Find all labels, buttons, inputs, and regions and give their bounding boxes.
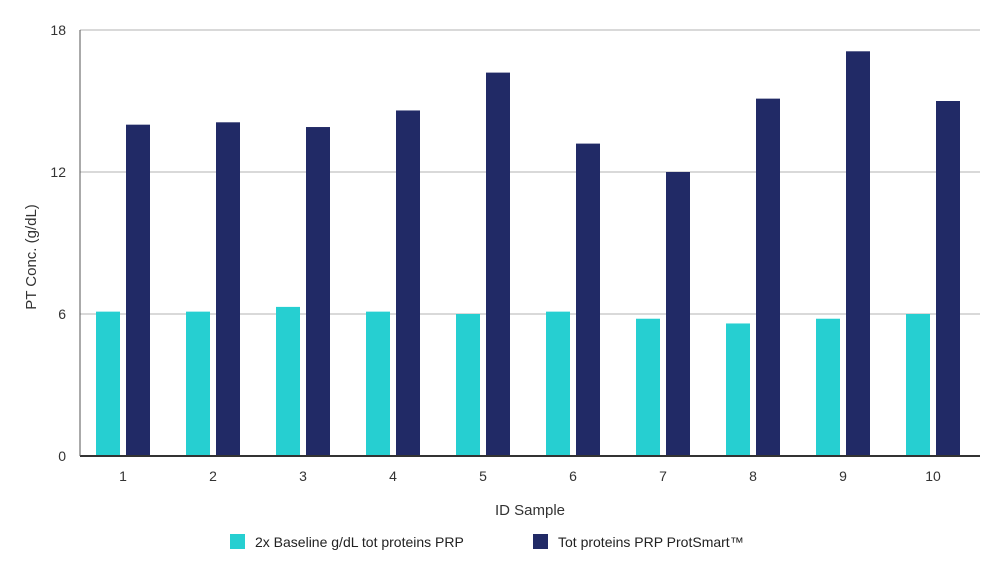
legend-label: 2x Baseline g/dL tot proteins PRP — [255, 534, 464, 550]
y-tick-label: 12 — [50, 164, 66, 180]
bar-baseline-8 — [726, 323, 750, 456]
x-tick-label: 3 — [299, 468, 307, 484]
x-tick-label: 1 — [119, 468, 127, 484]
bar-baseline-3 — [276, 306, 300, 456]
bar-protsmart-1 — [126, 124, 150, 457]
y-tick-label: 0 — [58, 448, 66, 464]
bar-protsmart-9 — [846, 51, 870, 457]
x-tick-label: 6 — [569, 468, 577, 484]
x-tick-label: 10 — [925, 468, 941, 484]
y-tick-labels: 0 6 12 18 — [50, 22, 66, 464]
bar-protsmart-10 — [936, 101, 960, 456]
bar-baseline-1 — [96, 311, 120, 456]
legend-swatch — [230, 534, 245, 549]
y-tick-label: 6 — [58, 306, 66, 322]
bar-baseline-7 — [636, 318, 660, 456]
bar-protsmart-2 — [216, 122, 240, 457]
bar-protsmart-7 — [666, 172, 690, 456]
bar-baseline-9 — [816, 318, 840, 456]
bar-protsmart-6 — [576, 143, 600, 456]
legend: 2x Baseline g/dL tot proteins PRP Tot pro… — [230, 534, 744, 550]
bar-baseline-10 — [906, 314, 930, 456]
y-axis-title: PT Conc. (g/dL) — [23, 204, 40, 310]
bars — [96, 51, 960, 457]
x-tick-label: 4 — [389, 468, 397, 484]
bar-protsmart-4 — [396, 110, 420, 456]
axes — [79, 30, 980, 457]
x-axis-title: ID Sample — [495, 502, 565, 519]
gridlines — [80, 29, 980, 315]
bar-baseline-6 — [546, 311, 570, 456]
bar-protsmart-8 — [756, 98, 780, 456]
x-tick-label: 2 — [209, 468, 217, 484]
bar-baseline-4 — [366, 311, 390, 456]
y-tick-label: 18 — [50, 22, 66, 38]
bar-baseline-5 — [456, 314, 480, 456]
x-tick-label: 9 — [839, 468, 847, 484]
x-tick-label: 5 — [479, 468, 487, 484]
x-tick-labels: 1 2 3 4 5 6 7 8 9 10 — [119, 468, 941, 484]
legend-swatch — [533, 534, 548, 549]
x-tick-label: 8 — [749, 468, 757, 484]
x-tick-label: 7 — [659, 468, 667, 484]
bar-protsmart-3 — [306, 127, 330, 457]
bar-protsmart-5 — [486, 72, 510, 456]
bar-baseline-2 — [186, 311, 210, 456]
legend-label: Tot proteins PRP ProtSmart™ — [558, 534, 744, 550]
